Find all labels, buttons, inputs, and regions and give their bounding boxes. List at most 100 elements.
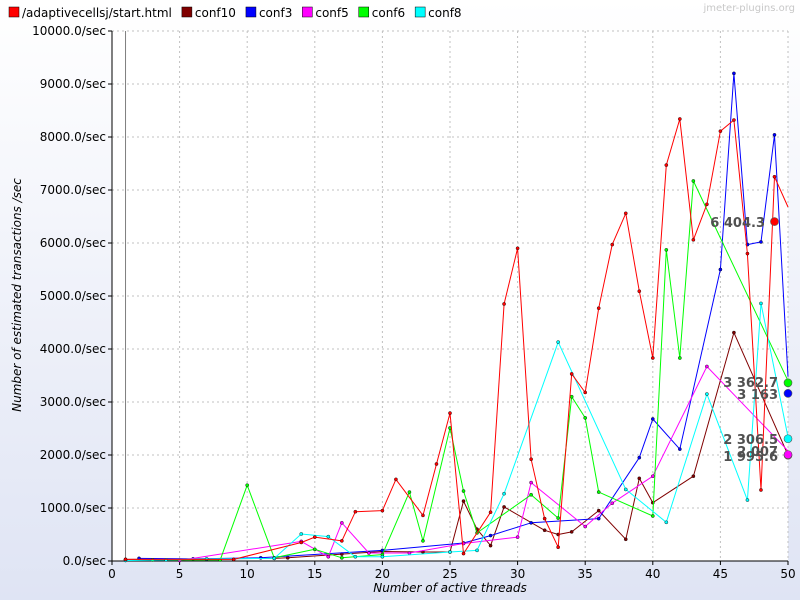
end-value-label: 1 995.6 (723, 450, 778, 465)
legend-swatch (8, 6, 20, 18)
axes: 0.0/sec1000.0/sec2000.0/sec3000.0/sec400… (32, 24, 796, 581)
end-value-label: 2 306.5 (723, 433, 778, 448)
legend-label: conf10 (195, 6, 236, 20)
legend: /adaptivecellsj/start.html conf10 conf3 con… (8, 6, 462, 20)
data-point (569, 394, 574, 399)
data-point (529, 480, 533, 485)
data-point (664, 520, 669, 525)
series-line (179, 366, 789, 561)
data-point (596, 508, 601, 513)
data-point (542, 516, 547, 521)
data-point (340, 521, 344, 525)
x-tick-label: 30 (510, 567, 525, 581)
data-point (204, 557, 209, 561)
y-tick-label: 0.0/sec (63, 554, 106, 568)
data-point (623, 487, 628, 492)
data-point (353, 554, 358, 559)
data-point (651, 356, 655, 360)
data-point (421, 539, 425, 543)
data-point (367, 551, 371, 555)
data-point (529, 492, 533, 497)
data-point (434, 462, 439, 466)
legend-swatch (181, 6, 193, 18)
end-value-label: 6 404.3 (710, 216, 765, 231)
data-point (664, 163, 669, 167)
data-point (691, 179, 696, 183)
legend-swatch (302, 6, 313, 18)
legend-item[interactable]: conf6 (358, 6, 405, 20)
x-tick-label: 50 (780, 567, 795, 581)
data-point (705, 364, 709, 369)
y-axis-title: Number of estimated transactions /sec (10, 178, 24, 412)
series-adaptivecellsj-start-html (123, 117, 789, 562)
y-tick-label: 4000.0/sec (40, 342, 106, 356)
legend-label: conf5 (315, 6, 348, 20)
data-point (745, 251, 750, 256)
data-point (448, 550, 452, 554)
data-point (312, 535, 317, 539)
legend-item[interactable]: /adaptivecellsj/start.html (8, 6, 172, 20)
data-point (705, 392, 709, 396)
y-tick-label: 1000.0/sec (40, 501, 106, 515)
data-point (583, 390, 588, 395)
data-point (340, 539, 344, 543)
data-point (623, 537, 628, 542)
data-point (272, 556, 277, 561)
legend-label: conf6 (372, 6, 405, 20)
data-point (299, 540, 304, 545)
data-point (759, 488, 763, 492)
data-point (583, 416, 588, 420)
data-point (488, 543, 493, 548)
data-point (556, 516, 560, 520)
data-point (596, 306, 601, 310)
y-tick-label: 3000.0/sec (40, 395, 106, 409)
legend-label: /adaptivecellsj/start.html (22, 6, 172, 20)
data-point (353, 509, 358, 514)
data-point (718, 129, 723, 133)
series-conf6 (150, 179, 789, 562)
legend-label: conf3 (259, 6, 292, 20)
data-point (380, 508, 385, 513)
data-point (515, 246, 520, 251)
legend-item[interactable]: conf3 (245, 6, 292, 20)
data-point (732, 71, 736, 76)
legend-item[interactable]: conf5 (302, 6, 349, 20)
data-point (637, 289, 642, 294)
x-tick-label: 15 (307, 567, 322, 581)
data-point (651, 514, 655, 518)
data-point (502, 505, 506, 509)
data-point (231, 557, 236, 562)
data-point (569, 372, 574, 376)
y-tick-label: 9000.0/sec (40, 77, 106, 91)
data-point (610, 501, 615, 506)
data-point (651, 474, 655, 479)
data-point (732, 330, 736, 335)
data-point (312, 547, 317, 552)
data-point (326, 534, 331, 539)
data-point (529, 521, 533, 525)
end-marker (770, 217, 779, 226)
data-point (299, 532, 304, 536)
end-marker (783, 389, 793, 398)
data-point (502, 491, 506, 496)
x-tick-label: 20 (375, 567, 390, 581)
end-value-label: 3 163 (737, 388, 778, 403)
data-point (623, 211, 628, 216)
x-tick-label: 5 (176, 567, 184, 581)
data-point (340, 556, 344, 560)
data-point (596, 490, 601, 494)
data-point (326, 554, 331, 559)
series-line (152, 180, 789, 561)
data-point (475, 548, 479, 553)
data-point (556, 340, 560, 344)
data-point (637, 476, 642, 481)
legend-item[interactable]: conf10 (181, 6, 236, 20)
legend-label: conf8 (428, 6, 461, 20)
end-labels: 6 404.3 1 995.6 3 163 2 007 3 362.7 2 306.5 (710, 216, 793, 465)
end-marker (783, 434, 793, 444)
plot-area: 0.0/sec1000.0/sec2000.0/sec3000.0/sec400… (32, 24, 796, 581)
data-point (759, 240, 763, 244)
legend-item[interactable]: conf8 (414, 6, 462, 20)
legend-swatch (414, 6, 426, 18)
